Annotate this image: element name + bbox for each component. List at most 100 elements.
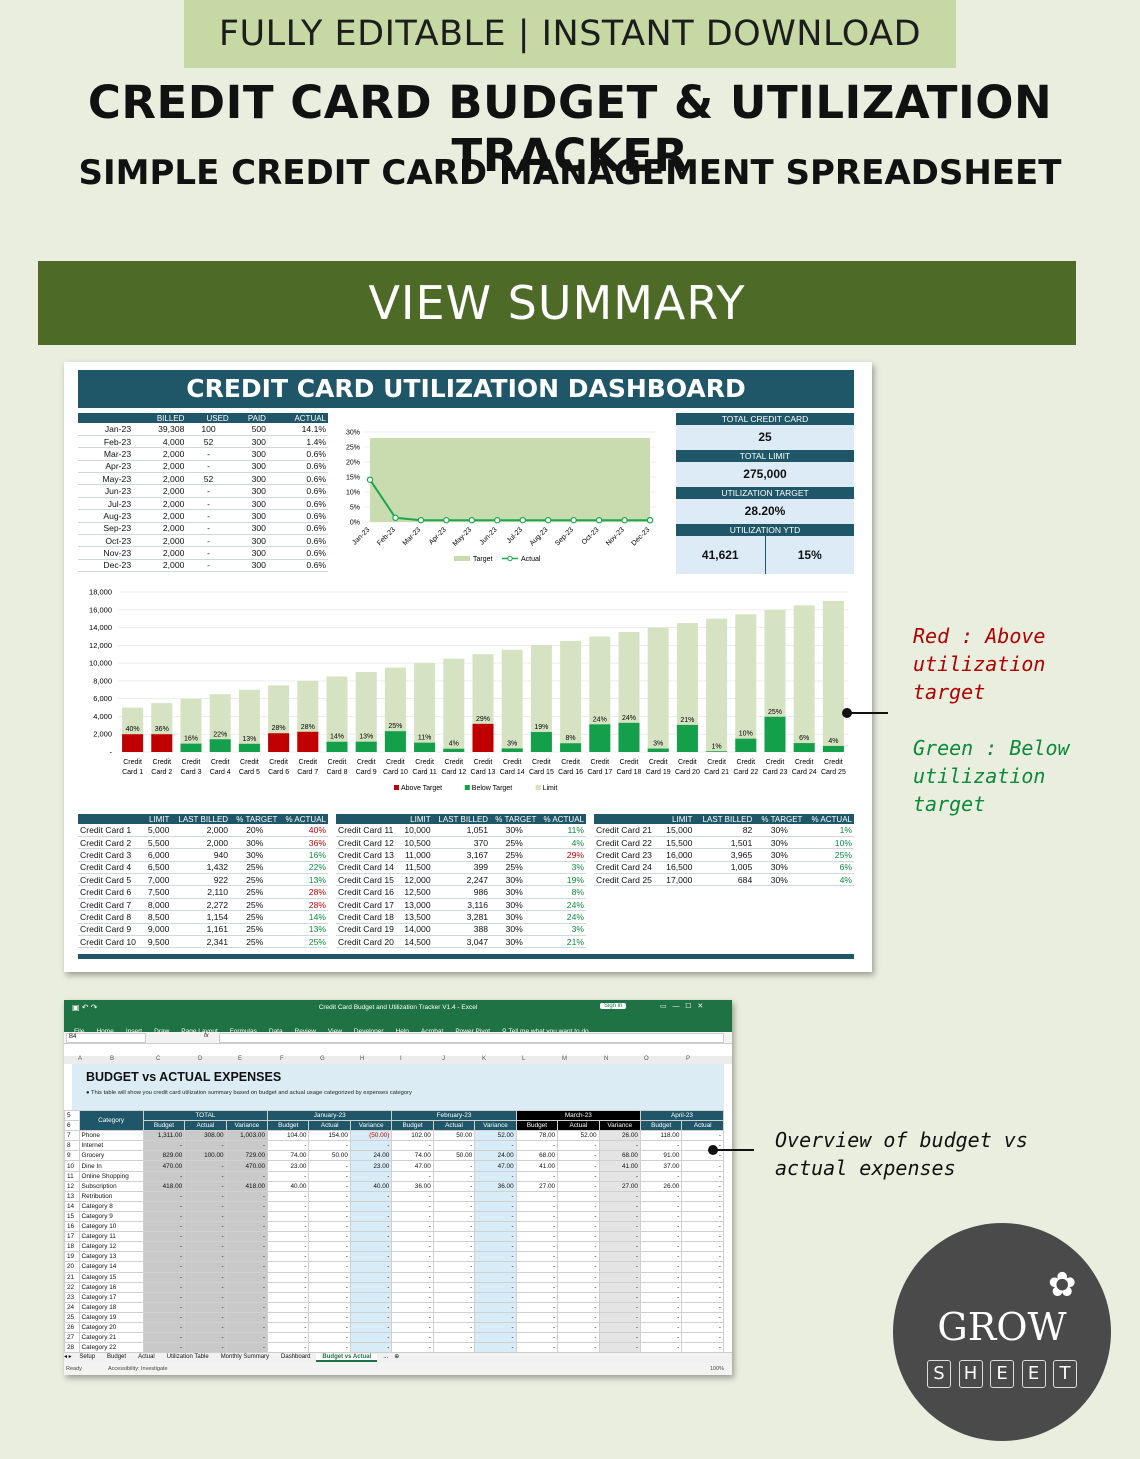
value-cell[interactable]: - <box>142 1251 186 1263</box>
value-cell[interactable]: 26.00 <box>639 1180 683 1192</box>
value-cell[interactable]: - <box>184 1170 227 1182</box>
value-cell[interactable]: - <box>681 1251 724 1263</box>
value-cell[interactable]: - <box>432 1160 476 1172</box>
value-cell[interactable]: 41.00 <box>598 1160 641 1172</box>
value-cell[interactable]: - <box>308 1200 351 1212</box>
value-cell[interactable]: - <box>142 1311 186 1323</box>
value-cell[interactable]: - <box>225 1231 269 1243</box>
value-cell[interactable]: - <box>184 1321 227 1334</box>
value-cell[interactable]: - <box>225 1271 269 1283</box>
value-cell[interactable]: - <box>598 1190 641 1202</box>
value-cell[interactable]: - <box>598 1281 641 1293</box>
category-cell[interactable]: Category 12 <box>78 1241 144 1253</box>
value-cell[interactable]: - <box>515 1221 559 1233</box>
value-cell[interactable]: - <box>391 1251 434 1263</box>
value-cell[interactable]: - <box>639 1210 683 1223</box>
category-cell[interactable]: Category 14 <box>78 1261 144 1273</box>
sheet-tab[interactable]: ... <box>383 1354 389 1360</box>
value-cell[interactable]: - <box>681 1170 724 1182</box>
value-cell[interactable]: - <box>598 1200 641 1212</box>
value-cell[interactable]: - <box>557 1261 600 1273</box>
value-cell[interactable]: - <box>515 1210 559 1223</box>
category-cell[interactable]: Category 11 <box>78 1231 144 1243</box>
value-cell[interactable]: - <box>184 1210 227 1223</box>
ribbon-tab[interactable]: Home <box>96 1028 113 1035</box>
value-cell[interactable]: - <box>142 1190 186 1202</box>
status-accessibility[interactable]: Accessibility: Investigate <box>108 1366 168 1372</box>
value-cell[interactable]: - <box>432 1190 476 1202</box>
value-cell[interactable]: - <box>681 1291 724 1303</box>
value-cell[interactable]: - <box>184 1311 227 1323</box>
value-cell[interactable]: 68.00 <box>598 1150 641 1162</box>
value-cell[interactable]: - <box>142 1271 186 1283</box>
value-cell[interactable]: - <box>391 1321 434 1334</box>
window-controls[interactable]: ▭ — ☐ ✕ <box>660 1003 704 1010</box>
value-cell[interactable]: - <box>308 1281 351 1293</box>
value-cell[interactable]: - <box>681 1321 724 1334</box>
value-cell[interactable]: - <box>557 1231 600 1243</box>
value-cell[interactable]: - <box>598 1332 641 1344</box>
value-cell[interactable]: 52.00 <box>474 1130 517 1142</box>
value-cell[interactable]: - <box>391 1241 434 1253</box>
value-cell[interactable]: - <box>267 1170 310 1182</box>
value-cell[interactable]: - <box>681 1311 724 1323</box>
value-cell[interactable]: - <box>349 1281 393 1293</box>
value-cell[interactable]: - <box>557 1281 600 1293</box>
value-cell[interactable]: - <box>267 1241 310 1253</box>
value-cell[interactable]: - <box>391 1200 434 1212</box>
value-cell[interactable]: - <box>598 1231 641 1243</box>
value-cell[interactable]: - <box>184 1140 227 1152</box>
column-letter[interactable]: H <box>360 1056 365 1062</box>
zoom-level[interactable]: 100% <box>710 1366 725 1372</box>
value-cell[interactable]: - <box>184 1231 227 1243</box>
ribbon-tab[interactable]: Power Pivot <box>455 1028 490 1035</box>
value-cell[interactable]: - <box>598 1271 641 1283</box>
value-cell[interactable]: - <box>432 1301 476 1313</box>
value-cell[interactable]: - <box>391 1301 434 1313</box>
value-cell[interactable]: - <box>639 1332 683 1344</box>
value-cell[interactable]: - <box>267 1261 310 1273</box>
value-cell[interactable]: - <box>225 1291 269 1303</box>
value-cell[interactable]: - <box>267 1200 310 1212</box>
value-cell[interactable]: - <box>681 1200 724 1212</box>
value-cell[interactable]: 1,311.00 <box>142 1130 186 1142</box>
value-cell[interactable]: - <box>308 1241 351 1253</box>
value-cell[interactable]: - <box>432 1241 476 1253</box>
value-cell[interactable]: 23.00 <box>349 1160 393 1172</box>
name-box[interactable]: B4 <box>66 1033 146 1043</box>
value-cell[interactable]: 50.00 <box>432 1150 476 1162</box>
value-cell[interactable]: - <box>515 1321 559 1334</box>
value-cell[interactable]: 40.00 <box>267 1180 310 1192</box>
value-cell[interactable]: - <box>308 1261 351 1273</box>
value-cell[interactable]: - <box>267 1251 310 1263</box>
value-cell[interactable]: - <box>308 1190 351 1202</box>
sheet-tab[interactable]: Budget <box>107 1354 127 1360</box>
value-cell[interactable]: 308.00 <box>184 1130 227 1142</box>
value-cell[interactable]: - <box>142 1281 186 1293</box>
value-cell[interactable]: - <box>267 1231 310 1243</box>
value-cell[interactable]: - <box>225 1190 269 1202</box>
value-cell[interactable]: 470.00 <box>225 1160 269 1172</box>
value-cell[interactable]: - <box>391 1170 434 1182</box>
value-cell[interactable]: - <box>391 1210 434 1223</box>
value-cell[interactable]: - <box>308 1291 351 1303</box>
value-cell[interactable]: - <box>391 1271 434 1283</box>
column-letter[interactable]: M <box>562 1056 567 1062</box>
value-cell[interactable]: - <box>515 1190 559 1202</box>
value-cell[interactable]: - <box>432 1261 476 1273</box>
value-cell[interactable]: 41.00 <box>515 1160 559 1172</box>
value-cell[interactable]: - <box>515 1281 559 1293</box>
value-cell[interactable]: - <box>432 1231 476 1243</box>
ribbon-tab[interactable]: View <box>328 1028 342 1035</box>
value-cell[interactable]: - <box>391 1281 434 1293</box>
sign-in-button[interactable]: Sign in <box>600 1003 627 1009</box>
tab-scroll-icon[interactable]: ◂ ▸ <box>64 1354 74 1360</box>
value-cell[interactable]: - <box>184 1251 227 1263</box>
value-cell[interactable]: - <box>391 1140 434 1152</box>
value-cell[interactable]: - <box>349 1301 393 1313</box>
formula-bar[interactable] <box>219 1033 724 1043</box>
value-cell[interactable]: - <box>681 1210 724 1223</box>
value-cell[interactable]: - <box>225 1321 269 1334</box>
value-cell[interactable]: 68.00 <box>515 1150 559 1162</box>
value-cell[interactable]: - <box>267 1190 310 1202</box>
